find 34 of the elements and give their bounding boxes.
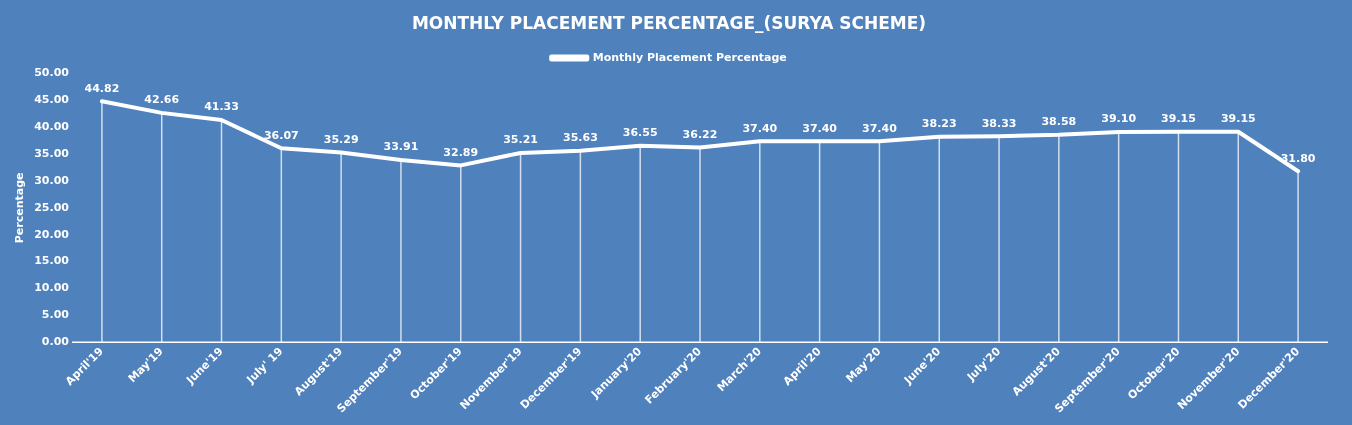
data-label: 41.33 xyxy=(204,100,239,114)
data-label: 36.07 xyxy=(263,128,299,142)
data-label: 36.55 xyxy=(622,126,658,140)
y-tick-label: 25.00 xyxy=(34,200,70,214)
chart-title: MONTHLY PLACEMENT PERCENTAGE_(SURYA SCHEME) xyxy=(411,12,927,33)
data-label: 35.63 xyxy=(562,131,598,145)
y-tick-label: 45.00 xyxy=(34,93,70,107)
y-tick-label: 35.00 xyxy=(34,146,70,160)
y-tick-label: 30.00 xyxy=(34,173,70,187)
data-label: 42.66 xyxy=(144,93,180,107)
y-tick-label: 5.00 xyxy=(41,308,70,322)
data-label: 44.82 xyxy=(84,81,120,95)
data-label: 37.40 xyxy=(742,121,778,135)
data-label: 38.33 xyxy=(981,116,1017,130)
data-label: 33.91 xyxy=(383,140,419,154)
data-label: 37.40 xyxy=(862,121,898,135)
data-label: 36.22 xyxy=(682,127,718,141)
y-tick-label: 10.00 xyxy=(34,281,70,295)
data-label: 37.40 xyxy=(802,121,838,135)
data-label: 35.21 xyxy=(503,133,538,147)
data-label: 39.10 xyxy=(1101,112,1137,126)
data-label: 38.23 xyxy=(921,117,957,131)
legend-label: Monthly Placement Percentage xyxy=(592,50,787,64)
y-tick-label: 20.00 xyxy=(34,227,70,241)
y-tick-label: 40.00 xyxy=(34,120,70,134)
data-label: 38.58 xyxy=(1041,115,1077,129)
data-label: 39.15 xyxy=(1161,112,1196,126)
y-tick-label: 15.00 xyxy=(34,254,70,268)
data-label: 32.89 xyxy=(443,145,479,159)
y-tick-label: 0.00 xyxy=(41,335,70,349)
data-label: 39.15 xyxy=(1220,112,1256,126)
y-axis-title: Percentage xyxy=(13,172,27,244)
y-tick-label: 50.00 xyxy=(34,66,70,80)
data-label: 35.29 xyxy=(323,132,359,146)
